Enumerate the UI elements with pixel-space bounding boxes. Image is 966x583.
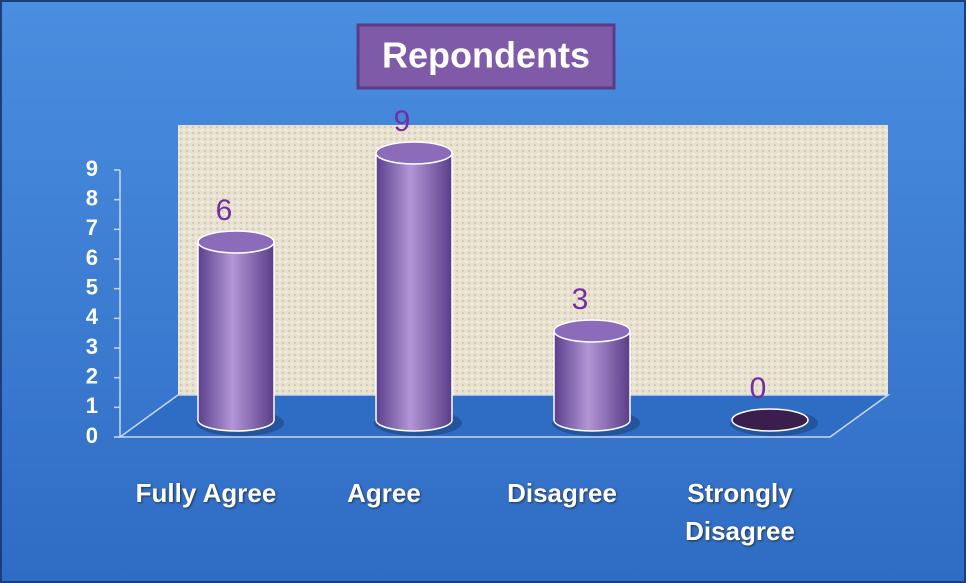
bar-cap (553, 319, 631, 343)
x-tick-label: Fully Agree (135, 478, 277, 508)
bar (197, 241, 275, 432)
data-label: 6 (216, 194, 233, 227)
floor (117, 394, 891, 438)
y-tick-label: 8 (86, 185, 98, 210)
y-tick-label: 6 (86, 245, 98, 270)
bar-cap (375, 141, 453, 165)
title-box (356, 23, 616, 90)
data-label: 9 (394, 105, 411, 138)
bar (553, 330, 631, 432)
y-tick-label: 0 (86, 423, 98, 448)
y-tick-label: 7 (86, 215, 98, 240)
x-tick-label: Disagree (507, 478, 617, 508)
y-tick-label: 9 (86, 156, 98, 181)
y-tick-label: 2 (86, 363, 98, 388)
y-tick-label: 5 (86, 274, 98, 299)
chart-title: Repondents (382, 35, 590, 76)
y-tick-label: 1 (86, 393, 98, 418)
y-tick-label: 3 (86, 334, 98, 359)
back-wall (178, 125, 888, 395)
x-tick-label: Agree (347, 478, 421, 508)
bar (375, 152, 453, 432)
bar-cap (197, 230, 275, 254)
data-label: 0 (750, 372, 767, 405)
y-tick-label: 4 (86, 304, 99, 329)
data-label: 3 (572, 283, 589, 316)
x-tick-label: Strongly Disagree (685, 478, 795, 546)
bar (731, 408, 809, 432)
